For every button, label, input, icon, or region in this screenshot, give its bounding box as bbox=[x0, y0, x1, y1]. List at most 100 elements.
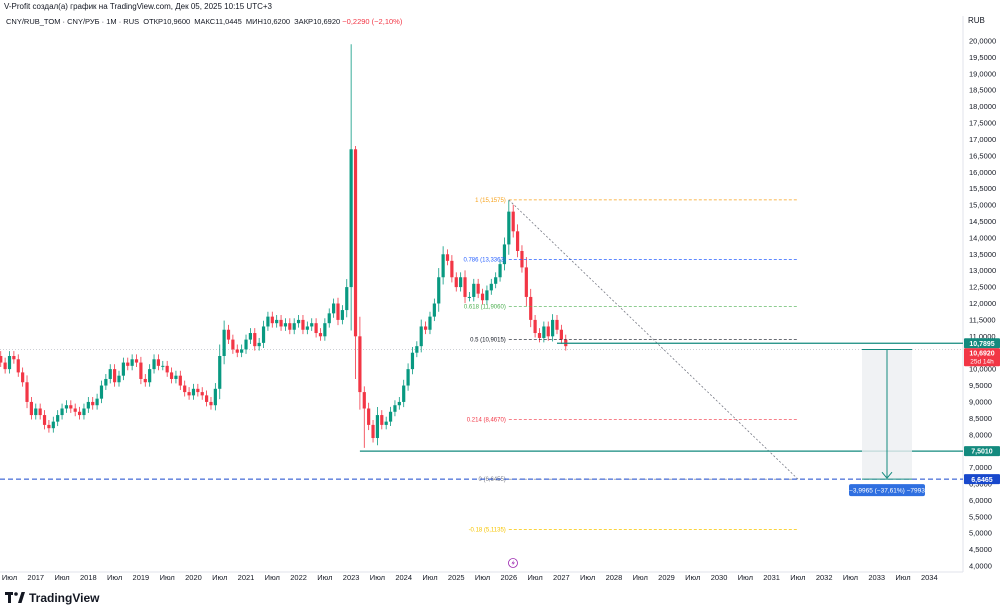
candle-body bbox=[419, 326, 423, 347]
chart-attribution: V-Profit создал(а) график на TradingView… bbox=[4, 2, 272, 11]
fib-level-label: 0.786 (13,3363) bbox=[463, 258, 505, 264]
price-tick-label: 6,0000 bbox=[969, 496, 992, 505]
candle-body bbox=[305, 326, 309, 330]
price-tick-label: 19,0000 bbox=[969, 69, 996, 78]
candle-body bbox=[73, 408, 77, 412]
candle-body bbox=[296, 319, 301, 324]
candle-body bbox=[349, 149, 353, 288]
time-tick-label: 2031 bbox=[763, 573, 780, 582]
candle-body bbox=[467, 296, 471, 298]
candle-body bbox=[529, 296, 533, 320]
candle-body bbox=[288, 323, 292, 330]
candle-body bbox=[191, 388, 196, 396]
candle-body bbox=[397, 401, 401, 406]
fib-level-label: 0.618 (11,9060) bbox=[464, 305, 506, 311]
fib-level-label: 0.5 (10,9015) bbox=[470, 338, 506, 344]
low-label: МИН bbox=[245, 17, 263, 26]
price-tick-label: 12,0000 bbox=[969, 299, 996, 308]
candle-body bbox=[248, 333, 252, 340]
candle-body bbox=[480, 293, 485, 301]
candle-body bbox=[7, 356, 12, 370]
candle-body bbox=[542, 326, 546, 338]
price-tick-label: 7,0000 bbox=[969, 463, 992, 472]
candle-body bbox=[148, 369, 152, 383]
price-tick-label: 9,0000 bbox=[969, 397, 992, 406]
level-price-text: 7,5010 bbox=[971, 449, 993, 456]
price-tick-label: 8,0000 bbox=[969, 430, 992, 439]
time-tick-label: 2033 bbox=[868, 573, 885, 582]
candle-body bbox=[108, 369, 112, 379]
candle-body bbox=[240, 349, 244, 353]
candle-body bbox=[279, 319, 283, 327]
price-tick-label: 13,5000 bbox=[969, 250, 996, 259]
candle-body bbox=[520, 251, 524, 268]
price-tick-label: 8,5000 bbox=[969, 414, 992, 423]
candle-body bbox=[169, 372, 174, 379]
fib-level-label: 0 (6,6455) bbox=[478, 477, 505, 483]
fib-trendline bbox=[508, 199, 799, 480]
candle-body bbox=[121, 362, 125, 376]
candle-body bbox=[0, 356, 3, 363]
candle-body bbox=[384, 421, 388, 425]
candle-body bbox=[340, 310, 344, 320]
candle-body bbox=[546, 326, 550, 337]
candle-body bbox=[86, 401, 90, 409]
price-tick-label: 14,5000 bbox=[969, 217, 996, 226]
close-value: 10,6920 bbox=[313, 17, 341, 26]
price-tick-label: 10,0000 bbox=[969, 365, 996, 374]
candle-body bbox=[244, 339, 248, 350]
candle-body bbox=[524, 267, 528, 297]
symbol-name[interactable]: CNY/RUB_TOM · CNY/РУБ · 1М · RUS bbox=[6, 17, 140, 26]
candle-body bbox=[270, 316, 274, 324]
time-tick-label: Июл bbox=[738, 573, 753, 582]
candle-body bbox=[463, 277, 467, 297]
candle-body bbox=[126, 362, 130, 366]
candle-body bbox=[489, 283, 493, 291]
candle-body bbox=[428, 316, 432, 330]
price-tick-label: 18,0000 bbox=[969, 102, 996, 111]
candle-body bbox=[323, 323, 327, 337]
candle-body bbox=[139, 362, 143, 379]
candle-body bbox=[60, 408, 64, 416]
change-value: −0,2290 (−2,10%) bbox=[342, 17, 403, 26]
time-tick-label: 2022 bbox=[290, 573, 307, 582]
candle-body bbox=[485, 290, 489, 301]
currency-label: RUB bbox=[968, 16, 985, 25]
price-tick-label: 18,5000 bbox=[969, 86, 996, 95]
lightning-icon bbox=[508, 558, 518, 568]
candle-body bbox=[42, 415, 47, 425]
candle-body bbox=[275, 319, 279, 324]
candle-body bbox=[472, 283, 476, 297]
time-tick-label: 2028 bbox=[606, 573, 623, 582]
price-tick-label: 13,0000 bbox=[969, 266, 996, 275]
candle-body bbox=[235, 349, 239, 353]
time-tick-label: 2020 bbox=[185, 573, 202, 582]
candle-body bbox=[318, 333, 323, 337]
candle-body bbox=[441, 254, 445, 278]
time-tick-label: 2023 bbox=[343, 573, 360, 582]
candle-body bbox=[38, 408, 42, 416]
candle-body bbox=[406, 369, 410, 386]
candle-body bbox=[21, 372, 25, 383]
candle-body bbox=[283, 323, 288, 327]
candle-body bbox=[454, 277, 458, 288]
price-tick-label: 16,5000 bbox=[969, 151, 996, 160]
candle-body bbox=[113, 369, 117, 383]
time-tick-label: Июл bbox=[685, 573, 700, 582]
price-tick-label: 17,5000 bbox=[969, 119, 996, 128]
price-tick-label: 12,5000 bbox=[969, 283, 996, 292]
time-tick-label: Июл bbox=[527, 573, 542, 582]
price-tick-label: 19,5000 bbox=[969, 53, 996, 62]
candle-body bbox=[327, 313, 331, 324]
candle-body bbox=[209, 401, 213, 406]
candle-body bbox=[69, 405, 73, 409]
candle-body bbox=[231, 339, 235, 350]
candle-body bbox=[47, 424, 51, 429]
time-tick-label: 2027 bbox=[553, 573, 570, 582]
candle-body bbox=[257, 342, 261, 347]
time-tick-label: 2032 bbox=[816, 573, 833, 582]
candle-body bbox=[459, 277, 463, 288]
candle-body bbox=[200, 392, 204, 396]
candle-body bbox=[187, 392, 191, 396]
